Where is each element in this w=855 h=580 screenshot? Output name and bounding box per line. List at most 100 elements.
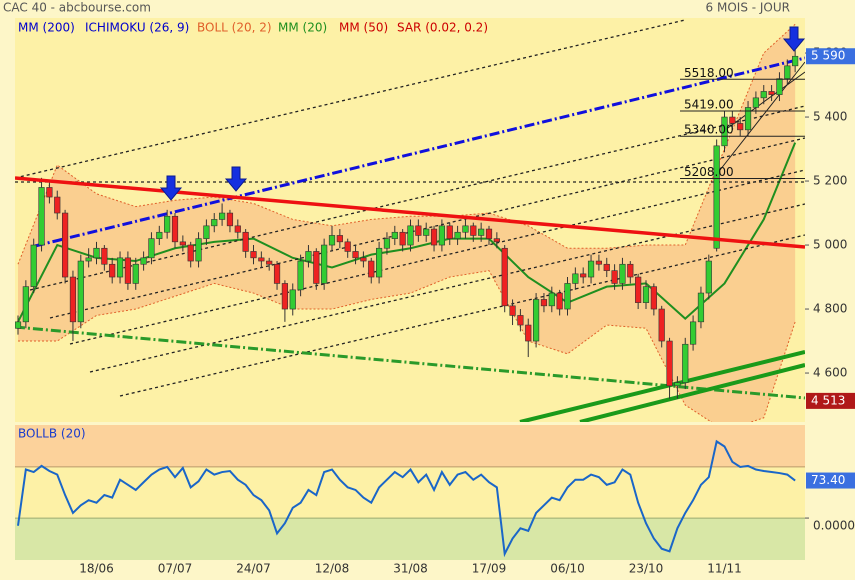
candle-body <box>289 289 296 310</box>
candle-body <box>587 260 595 278</box>
x-tick-label: 23/10 <box>629 562 664 576</box>
y-tick-label: 5 000 <box>813 238 847 252</box>
candle-body <box>682 343 689 383</box>
y-tick-label: 0.0000 <box>813 519 855 533</box>
level-label: 5419.00 <box>684 97 734 111</box>
candle-body <box>407 225 414 246</box>
x-tick-label: 31/08 <box>393 562 428 576</box>
candle-body <box>462 225 469 233</box>
candle-body <box>430 228 438 246</box>
candle-body <box>729 116 736 124</box>
candle-body <box>171 215 179 243</box>
candle-body <box>776 78 783 95</box>
price-tag <box>806 392 855 409</box>
candle-body <box>273 263 281 284</box>
candle-body <box>187 244 194 262</box>
candle-body <box>203 225 210 239</box>
legend-entry: SAR (0.02, 0.2) <box>397 21 488 35</box>
candle-body <box>101 247 108 265</box>
candle-body <box>619 263 626 284</box>
candle-body <box>30 244 37 287</box>
chart-title: CAC 40 - abcbourse.com <box>3 1 151 15</box>
green-support <box>519 350 805 422</box>
legend-entry: MM (20) <box>278 21 327 35</box>
candle-body <box>689 321 697 345</box>
down-arrow <box>782 26 806 52</box>
upper-zone <box>15 425 805 467</box>
candle-body <box>737 123 744 131</box>
candle-body <box>768 91 775 95</box>
candle-body <box>93 247 100 259</box>
candle-body <box>674 382 681 387</box>
candle-body <box>211 219 218 227</box>
candle-body <box>548 292 555 307</box>
candle-body <box>77 260 84 323</box>
candle-body <box>415 225 422 236</box>
candle-body <box>116 257 124 278</box>
candle-body <box>368 260 375 278</box>
candle-body <box>313 251 320 284</box>
candle-body <box>635 276 642 303</box>
x-tick-label: 24/07 <box>236 562 271 576</box>
candle-body <box>250 251 257 259</box>
bollinger-upper <box>17 23 796 265</box>
price-tag-label: 5 590 <box>811 49 845 63</box>
candle-body <box>611 270 618 284</box>
candle-body <box>438 225 446 246</box>
legend-entry: MM (50) <box>339 21 388 35</box>
candle-body <box>666 340 673 387</box>
green-support <box>579 363 805 422</box>
candle-body <box>305 251 312 262</box>
x-tick-label: 12/08 <box>315 562 350 576</box>
candle-body <box>595 260 602 265</box>
candle-body <box>744 107 752 131</box>
price-tag-label: 4 513 <box>811 393 845 407</box>
candle-body <box>525 324 532 342</box>
candle-body <box>721 116 728 147</box>
candle-body <box>132 263 139 284</box>
candle-body <box>226 212 234 227</box>
lower-zone <box>15 518 805 560</box>
y-tick-label: 5 400 <box>813 110 847 124</box>
candle-body <box>423 228 430 236</box>
candle-body <box>258 257 265 262</box>
indicator-title: BOLLB (20) <box>18 427 86 441</box>
level-label: 5518.00 <box>684 66 734 80</box>
level-label: 5208.00 <box>684 165 734 179</box>
x-tick-label: 07/07 <box>158 562 193 576</box>
level-label: 5340.00 <box>684 123 734 137</box>
candle-body <box>540 299 548 307</box>
candle-body <box>156 231 163 239</box>
candle-body <box>792 55 799 67</box>
indicator-layer <box>15 425 805 560</box>
candle-body <box>446 225 453 239</box>
candle-body <box>85 257 92 262</box>
candle-body <box>22 286 29 323</box>
candle-body <box>195 238 202 262</box>
candle-body <box>493 238 500 243</box>
bollinger-band <box>18 24 796 422</box>
candle-body <box>38 187 45 246</box>
red-trendline <box>15 176 805 249</box>
channel-line <box>15 19 686 179</box>
price-tag <box>806 472 855 489</box>
wedge-line <box>719 61 805 171</box>
legend-entry: ICHIMOKU (26, 9) <box>85 21 189 35</box>
candle-body <box>281 283 289 310</box>
candle-body <box>46 187 53 198</box>
candle-body <box>344 241 351 252</box>
candle-body <box>564 283 571 310</box>
y-tick-label: 5 200 <box>813 174 847 188</box>
candle-body <box>164 215 171 233</box>
axis-layer: CAC 40 - abcbourse.com 6 MOIS - JOUR BOL… <box>3 1 855 576</box>
candle-body <box>109 263 116 278</box>
x-tick-label: 06/10 <box>550 562 585 576</box>
candle-body <box>219 212 226 220</box>
candle-body <box>705 260 712 294</box>
price-tag <box>806 48 855 65</box>
candle-body <box>697 292 705 323</box>
candle-body <box>360 257 367 262</box>
candle-body <box>383 238 391 249</box>
x-tick-label: 11/11 <box>707 562 742 576</box>
candle-body <box>603 263 610 271</box>
